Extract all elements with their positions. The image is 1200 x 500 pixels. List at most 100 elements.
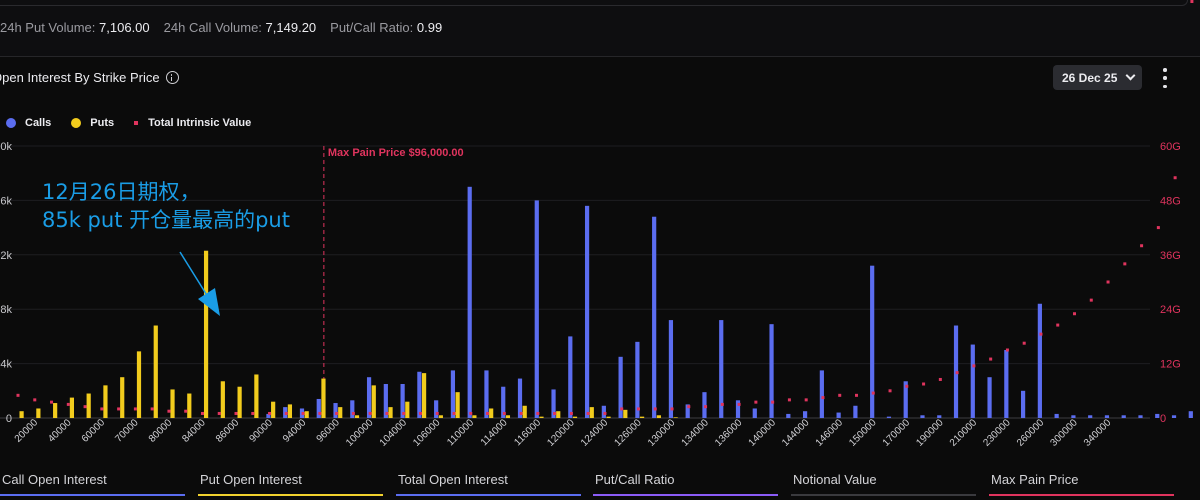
call-bar — [350, 400, 355, 418]
x-axis-label: 170000 — [881, 417, 913, 449]
intrinsic-value-point — [536, 411, 540, 415]
x-axis-label: 144000 — [780, 417, 812, 449]
put-bar — [522, 405, 527, 418]
put-bar — [69, 397, 75, 418]
tab-total-open-interest[interactable]: Total Open Interest — [396, 472, 581, 498]
tab-put-open-interest[interactable]: Put Open Interest — [198, 472, 383, 498]
intrinsic-value-point — [435, 411, 439, 415]
tab-put-open-interest-label: Put Open Interest — [200, 472, 302, 487]
tab-indicator — [791, 494, 976, 496]
call-bar — [450, 370, 456, 418]
intrinsic-value-point — [855, 393, 858, 397]
put-call-ratio-stat: Put/Call Ratio: 0.99 — [330, 20, 442, 40]
intrinsic-value-point — [972, 364, 976, 368]
put-bar — [103, 385, 108, 418]
intrinsic-value-point — [519, 411, 523, 415]
put-bar — [271, 401, 276, 418]
intrinsic-square-icon — [134, 121, 139, 125]
intrinsic-value-point — [1089, 298, 1093, 302]
intrinsic-value-point — [737, 402, 741, 406]
intrinsic-value-point — [553, 411, 557, 415]
x-axis-label: 70000 — [113, 417, 141, 445]
x-axis-label: 106000 — [411, 417, 443, 449]
right-axis-tick: 24G — [1160, 304, 1181, 316]
puts-dot-icon — [71, 118, 82, 128]
call-bar — [769, 324, 774, 418]
intrinsic-value-point — [1123, 262, 1127, 266]
x-axis-label: 134000 — [680, 417, 712, 449]
call-bar — [702, 392, 707, 418]
intrinsic-value-point — [469, 411, 473, 415]
call-volume-stat: 24h Call Volume: 7,149.20 — [164, 20, 317, 40]
call-bar — [1037, 303, 1042, 418]
intrinsic-value-point — [787, 398, 791, 402]
intrinsic-value-point — [586, 411, 590, 415]
tab-notional-value-label: Notional Value — [793, 472, 877, 487]
open-interest-chart: 0 4k 8k 12k 16k 20k 0 12G 24G 36G 48G 60G Max Pain P… — [0, 0, 1194, 449]
intrinsic-value-point — [838, 393, 842, 397]
put-call-ratio-value: 0.99 — [416, 20, 443, 35]
left-axis-tick: 16k — [0, 195, 12, 207]
chart-legend: Calls Puts Total Intrinsic Value — [6, 117, 271, 129]
put-call-ratio-label: Put/Call Ratio: — [330, 20, 414, 35]
put-bar — [489, 408, 494, 418]
left-axis-tick: 0 — [6, 413, 12, 425]
call-bar — [266, 413, 271, 418]
call-bar — [333, 403, 338, 418]
call-bar — [802, 411, 808, 418]
tab-put-call-ratio[interactable]: Put/Call Ratio — [593, 472, 778, 498]
x-axis-label: 124000 — [579, 417, 611, 449]
legend-intrinsic[interactable]: Total Intrinsic Value — [134, 117, 251, 129]
intrinsic-value-point — [66, 402, 70, 406]
intrinsic-value-point — [704, 405, 708, 409]
intrinsic-value-point — [955, 371, 959, 375]
call-bar — [417, 371, 422, 418]
x-axis-label: 94000 — [281, 417, 309, 445]
intrinsic-value-point — [569, 411, 573, 415]
put-bar — [354, 415, 360, 418]
put-bar — [287, 404, 293, 418]
tab-total-open-interest-label: Total Open Interest — [398, 472, 508, 487]
intrinsic-value-point — [989, 357, 993, 361]
put-volume-value: 7,106.00 — [99, 20, 150, 35]
intrinsic-value-point — [117, 407, 121, 411]
call-bar — [1121, 415, 1126, 418]
put-bar — [421, 373, 427, 418]
x-axis-label: 146000 — [814, 417, 846, 449]
put-bar — [36, 408, 41, 418]
intrinsic-value-point — [418, 411, 422, 415]
intrinsic-value-point — [871, 391, 875, 395]
tab-notional-value[interactable]: Notional Value — [791, 472, 976, 498]
intrinsic-value-point — [16, 393, 20, 397]
call-bar — [903, 381, 908, 418]
call-bar — [635, 341, 640, 418]
call-bar — [366, 377, 372, 418]
intrinsic-value-point — [301, 411, 305, 415]
info-icon[interactable] — [165, 71, 179, 84]
put-bar — [388, 407, 393, 418]
call-bar — [870, 265, 875, 418]
tab-max-pain-price[interactable]: Max Pain Price — [989, 472, 1174, 498]
x-axis-label: 230000 — [981, 417, 1013, 449]
expiry-date-select[interactable]: 26 Dec 25 — [1053, 65, 1142, 90]
tab-indicator — [989, 494, 1174, 496]
legend-puts[interactable]: Puts — [71, 117, 114, 129]
put-bar — [556, 411, 561, 418]
intrinsic-value-point — [922, 382, 926, 386]
more-options-icon[interactable] — [1158, 68, 1172, 88]
put-bar — [673, 417, 678, 418]
intrinsic-value-point — [888, 389, 892, 393]
call-bar — [517, 378, 523, 418]
legend-calls[interactable]: Calls — [6, 117, 51, 129]
put-bar — [203, 250, 209, 418]
tab-call-open-interest[interactable]: Call Open Interest — [0, 472, 185, 498]
tab-indicator — [396, 494, 581, 496]
intrinsic-value-point — [804, 398, 808, 402]
put-bar — [572, 416, 578, 418]
chart-panel — [0, 56, 1200, 500]
intrinsic-value-point — [486, 411, 490, 415]
intrinsic-value-point — [133, 407, 137, 411]
call-bar — [752, 408, 757, 418]
x-axis-label: 140000 — [747, 417, 779, 449]
x-axis-label: 260000 — [1015, 417, 1047, 449]
